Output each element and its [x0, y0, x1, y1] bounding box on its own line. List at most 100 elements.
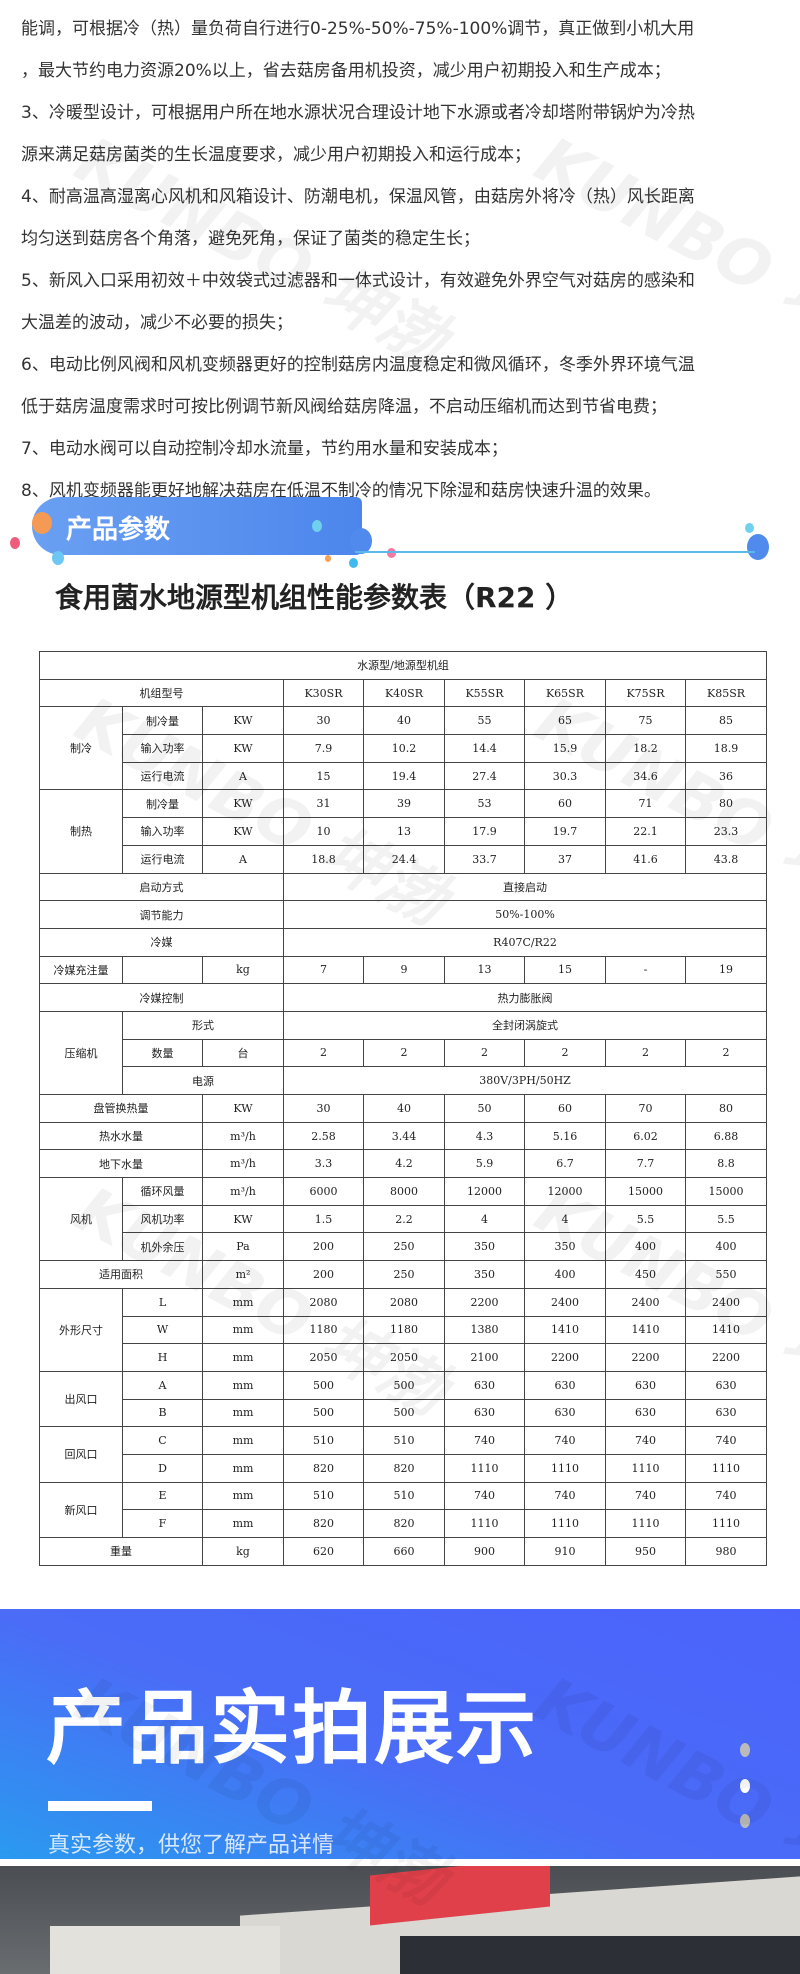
table-cell: 1.5	[283, 1204, 364, 1234]
table-cell: 630	[524, 1398, 606, 1428]
table-cell: 数量	[122, 1038, 203, 1068]
table-cell: 水源型/地源型机组	[38, 651, 768, 680]
table-cell: 10.2	[363, 734, 445, 763]
table-cell: 2	[684, 1038, 768, 1068]
table-cell: 2	[283, 1038, 364, 1068]
table-cell: 8.8	[684, 1149, 768, 1179]
table-cell: 510	[283, 1426, 364, 1455]
table-cell: 740	[444, 1426, 525, 1455]
table-cell: 2050	[283, 1343, 364, 1372]
table-cell: 直接启动	[282, 872, 768, 902]
feature-line: 6、电动比例风阀和风机变频器更好的控制菇房内温度稳定和微风循环，冬季外界环境气温	[21, 355, 695, 375]
table-cell: 22.1	[605, 817, 686, 846]
table-cell: C	[122, 1426, 203, 1455]
table-cell: 85	[684, 706, 768, 736]
table-cell: 调节能力	[39, 900, 284, 929]
table-cell: 制冷量	[122, 706, 203, 736]
table-cell: 重量	[39, 1537, 203, 1566]
table-cell: 2	[363, 1038, 445, 1068]
table-cell: 630	[444, 1398, 525, 1428]
table-row: 冷媒控制 热力膨胀阀	[39, 983, 768, 1012]
table-cell: 6.02	[605, 1121, 686, 1151]
table-cell: 输入功率	[122, 817, 203, 846]
table-cell: A	[202, 761, 284, 791]
table-cell: mm	[202, 1287, 284, 1317]
table-cell: 510	[363, 1426, 445, 1455]
table-cell: 1180	[283, 1315, 364, 1345]
table-cell: kg	[202, 955, 284, 985]
section-banner: 产品参数	[22, 497, 362, 557]
table-row: 电源 380V/3PH/50HZ	[40, 1066, 768, 1095]
table-cell: 冷媒充注量	[39, 955, 123, 985]
table-cell: 4	[444, 1204, 525, 1234]
table-cell: 形式	[122, 1010, 284, 1040]
table-cell: 14.4	[444, 734, 525, 763]
table-cell: K40SR	[363, 678, 445, 708]
table-cell: 2.58	[283, 1121, 364, 1151]
table-cell: 运行电流	[122, 844, 203, 874]
table-cell: 350	[524, 1232, 606, 1262]
table-cell: D	[122, 1453, 203, 1483]
table-row: 风机 循环风量 m³/h 6000 8000 12000 12000 15000 15000	[39, 1177, 768, 1262]
table-cell: 制热	[39, 789, 123, 874]
table-cell: 13	[444, 955, 525, 985]
section-label: 产品参数	[66, 515, 171, 545]
table-cell: 200	[283, 1260, 364, 1289]
table-cell: 9	[363, 955, 445, 985]
table-cell: A	[122, 1370, 203, 1400]
table-cell: 250	[363, 1232, 445, 1262]
feature-line: 源来满足菇房菌类的生长温度要求，减少用户初期投入和运行成本；	[21, 145, 531, 165]
decor-dot	[10, 537, 20, 549]
table-cell: 18.8	[283, 844, 364, 874]
table-cell: 820	[283, 1509, 364, 1538]
table-cell: Pa	[202, 1232, 284, 1262]
table-cell: 500	[363, 1370, 445, 1400]
pager-dot[interactable]	[740, 1743, 750, 1757]
table-cell: 启动方式	[39, 872, 284, 902]
table-cell: 910	[524, 1537, 606, 1566]
table-cell: 23.3	[684, 817, 768, 846]
table-cell: 15	[283, 761, 364, 791]
table-cell: 17.9	[444, 817, 525, 846]
table-cell: 新风口	[39, 1481, 123, 1539]
table-cell: 60	[524, 1094, 606, 1123]
table-cell: 3.3	[283, 1149, 364, 1179]
table-cell: 2200	[444, 1287, 525, 1317]
table-cell: 1110	[605, 1453, 686, 1483]
table-cell: 机组型号	[39, 678, 284, 708]
table-row: 地下水量 m³/h 3.3 4.2 5.9 6.7 7.7 8.8	[39, 1149, 768, 1179]
table-cell: 70	[605, 1094, 686, 1123]
table-cell: 1110	[684, 1509, 768, 1538]
table-cell: 13	[363, 817, 445, 846]
table-cell: 36	[684, 761, 768, 791]
table-cell: 8000	[363, 1177, 445, 1206]
table-cell: 压缩机	[39, 1010, 123, 1096]
table-cell: 450	[605, 1260, 686, 1289]
title-underline	[48, 1801, 152, 1811]
decor-dot	[325, 555, 331, 562]
unit-grille	[400, 1936, 800, 1974]
table-cell: mm	[202, 1370, 284, 1400]
pager-dot-active[interactable]	[740, 1779, 750, 1793]
table-cell: 40	[363, 1094, 445, 1123]
table-row: 水源型/地源型机组	[38, 651, 768, 680]
table-cell: 12000	[444, 1177, 525, 1206]
table-cell: 33.7	[444, 844, 525, 874]
table-cell: K30SR	[283, 678, 364, 708]
table-cell: 适用面积	[39, 1260, 203, 1289]
table-cell: KW	[202, 817, 284, 846]
table-cell: 地下水量	[39, 1149, 203, 1179]
table-cell: 400	[605, 1232, 686, 1262]
table-cell: 900	[444, 1537, 525, 1566]
table-cell: 400	[684, 1232, 768, 1262]
table-cell: 50%-100%	[282, 900, 768, 929]
table-row: 运行电流 A 18.8 24.4 33.7 37 41.6 43.8	[40, 844, 768, 874]
table-cell: 机外余压	[122, 1232, 203, 1262]
table-row: 重量 kg 620 660 900 910 950 980	[39, 1537, 768, 1566]
table-cell: 4	[524, 1204, 606, 1234]
feature-line: 7、电动水阀可以自动控制冷却水流量，节约用水量和安装成本；	[21, 439, 508, 459]
showcase-header: 产品实拍展示 真实参数，供您了解产品详情	[0, 1609, 800, 1859]
pager-dot[interactable]	[740, 1814, 750, 1828]
